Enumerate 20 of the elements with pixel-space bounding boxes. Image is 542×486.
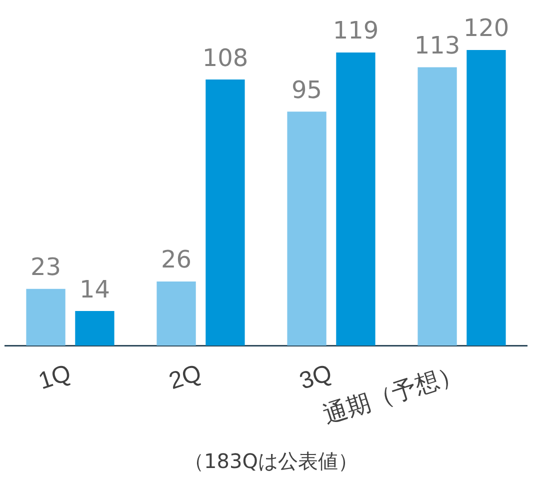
data-label: 14 <box>79 275 110 304</box>
bar <box>26 288 66 346</box>
bar <box>75 311 114 346</box>
data-label: 95 <box>292 76 322 104</box>
bar <box>418 67 457 346</box>
data-label: 113 <box>414 31 460 60</box>
x-tick-label: 1Q <box>35 360 74 396</box>
bar <box>206 80 245 346</box>
data-label: 120 <box>463 14 510 42</box>
data-label: 23 <box>30 253 62 282</box>
bar <box>336 52 376 346</box>
bar <box>466 50 506 346</box>
bar <box>156 281 196 346</box>
text: （183Qは公表値） <box>183 448 359 475</box>
data-label: 119 <box>332 16 379 45</box>
bar <box>287 112 326 346</box>
x-tick-label: 3Q <box>296 360 336 396</box>
x-tick-label: 2Q <box>166 360 205 396</box>
data-label: 26 <box>161 246 192 274</box>
data-label: 108 <box>202 44 248 72</box>
